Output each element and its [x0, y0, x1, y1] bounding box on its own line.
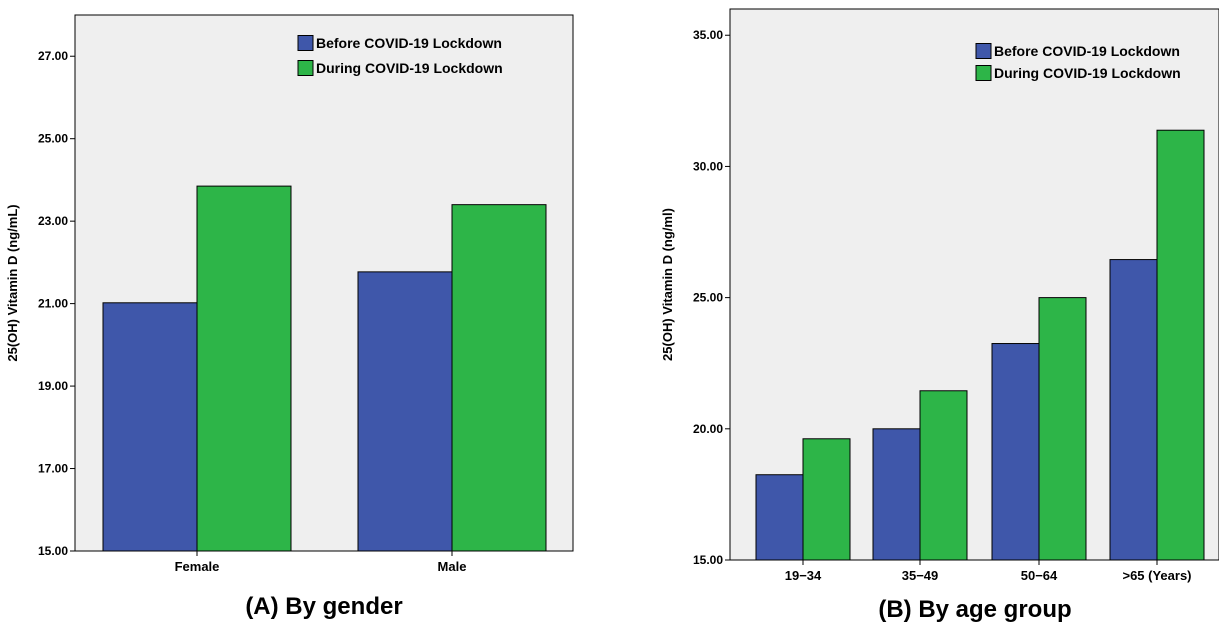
legend-swatch: [297, 35, 314, 51]
y-tick-label: 19.00: [38, 379, 68, 393]
x-tick-label: 50−64: [1021, 568, 1058, 583]
legend-label: During COVID-19 Lockdown: [994, 65, 1181, 81]
bar-during: [196, 185, 292, 552]
y-tick-label: 35.00: [693, 28, 723, 42]
bar-during: [1156, 129, 1205, 561]
chart-b: 15.00 20.00 25.00 30.00 35.00 19−34 35−49 50−64…: [660, 8, 1219, 623]
y-tick-label: 25.00: [38, 132, 68, 146]
bar-during: [1038, 297, 1087, 561]
legend-label: Before COVID-19 Lockdown: [316, 35, 502, 51]
y-tick-label: 25.00: [693, 291, 723, 305]
bar-during: [802, 438, 851, 561]
bar-before: [872, 428, 921, 561]
bar-before: [357, 271, 453, 552]
y-tick-label: 21.00: [38, 297, 68, 311]
legend-label: During COVID-19 Lockdown: [316, 60, 503, 76]
chart-caption: (B) By age group: [878, 596, 1071, 623]
y-tick-label: 17.00: [38, 462, 68, 476]
x-tick-label: Female: [175, 559, 220, 574]
bar-before: [1109, 259, 1158, 561]
legend-swatch: [975, 43, 992, 59]
y-tick-label: 15.00: [693, 553, 723, 567]
legend-swatch: [297, 60, 314, 76]
chart-a: 15.00 17.00 19.00 21.00 23.00 25.00 27.00 Femal…: [5, 14, 574, 620]
x-tick-label: >65 (Years): [1122, 568, 1191, 583]
bar-before: [755, 474, 804, 561]
bar-before: [102, 302, 198, 552]
x-tick-label: 35−49: [902, 568, 939, 583]
y-axis-title: 25(OH) Vitamin D (ng/ml): [660, 208, 675, 361]
y-tick-label: 23.00: [38, 214, 68, 228]
legend-label: Before COVID-19 Lockdown: [994, 43, 1180, 59]
y-axis-title: 25(OH) Vitamin D (ng/mL): [5, 204, 20, 361]
x-tick-label: 19−34: [785, 568, 822, 583]
x-tick-label: Male: [438, 559, 467, 574]
y-tick-label: 27.00: [38, 49, 68, 63]
bar-during: [919, 390, 968, 561]
chart-caption: (A) By gender: [245, 593, 402, 620]
bar-during: [451, 204, 547, 552]
y-tick-label: 20.00: [693, 422, 723, 436]
y-tick-label: 15.00: [38, 544, 68, 558]
bar-before: [991, 343, 1040, 561]
legend-swatch: [975, 65, 992, 81]
y-tick-label: 30.00: [693, 159, 723, 173]
